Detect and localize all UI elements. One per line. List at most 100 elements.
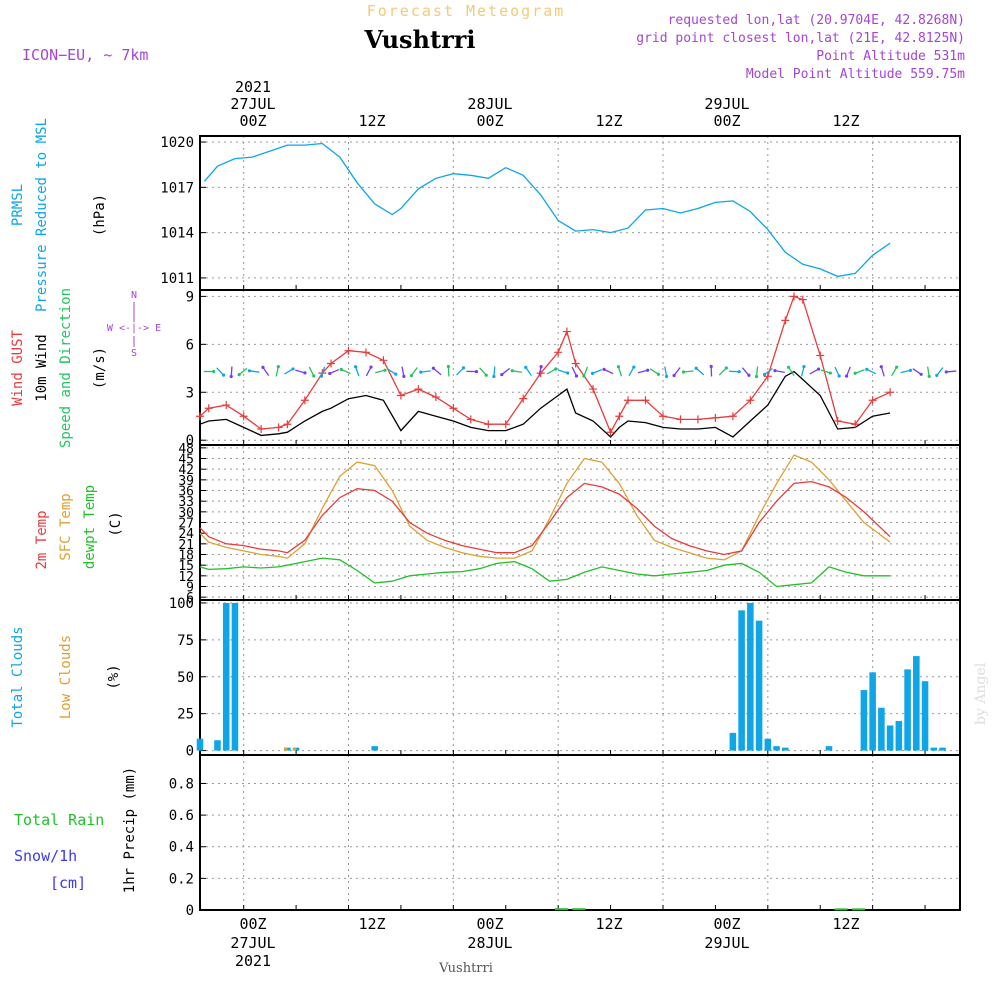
location-title: Vushtrri — [364, 25, 476, 54]
y-tick-label: 0.2 — [169, 871, 194, 887]
rain-label: Total Rain — [14, 811, 104, 829]
wind-arrow — [456, 367, 464, 376]
wind-arrow — [741, 367, 750, 376]
y-tick-label: 18 — [178, 548, 194, 563]
y-tick-label: 1011 — [160, 271, 194, 287]
total-clouds-bar — [214, 740, 221, 751]
gust-marker — [624, 396, 633, 405]
wind-arrow — [800, 366, 805, 377]
gust-marker — [798, 295, 807, 304]
wind-arrow — [216, 367, 225, 376]
time-tick-top: 00Z — [476, 112, 503, 130]
wind-arrow-head — [524, 365, 528, 369]
total-clouds-bar — [292, 747, 300, 751]
dewpoint-line — [199, 557, 891, 588]
wind-arrow-head — [319, 374, 323, 378]
wind-arrow-head — [446, 364, 450, 369]
wind-arrow — [432, 367, 442, 376]
wind-arrow — [420, 370, 431, 373]
wind-arrow-head — [229, 374, 233, 379]
wind-gust-line — [199, 295, 891, 434]
pressure-label: PRMSL — [10, 184, 26, 226]
wind-arrow-head — [339, 367, 343, 372]
y-tick-label: 1017 — [160, 180, 194, 196]
y-tick-label: 50 — [177, 670, 194, 686]
plot-area: 1011101410171020036969121518212427303336… — [160, 135, 961, 919]
wind-arrow-head — [737, 370, 741, 374]
wind-arrow — [571, 366, 578, 377]
wind-arrow — [410, 367, 418, 376]
gust-marker — [589, 385, 598, 394]
year-label: 2021 — [235, 78, 271, 96]
wind-arrow-head — [879, 365, 883, 369]
wind-arrow — [774, 369, 785, 374]
total-clouds-bar — [878, 707, 885, 751]
gust-marker — [396, 391, 405, 400]
wind-arrow-head — [484, 373, 488, 377]
wind-arrow-head — [461, 366, 466, 370]
wind-arrow — [809, 368, 819, 375]
wind-arrow — [525, 366, 532, 377]
total-clouds-bar — [764, 738, 772, 751]
gust-marker — [833, 417, 842, 426]
y-tick-label: 25 — [177, 707, 194, 723]
wind-arrow — [946, 370, 957, 373]
wind-arrow — [764, 367, 773, 376]
wind-dir-label: Speed and Direction — [58, 288, 74, 448]
y-tick-label: 39 — [178, 474, 194, 489]
wind-arrow — [603, 368, 614, 375]
temp-line — [199, 480, 891, 556]
panel-frame — [199, 599, 961, 756]
wind-arrow-head — [602, 367, 606, 371]
wind-arrow-head — [853, 371, 857, 375]
wind-arrow-head — [672, 373, 676, 378]
sfc-temp-label: SFC Temp — [58, 493, 74, 560]
wind-arrow — [936, 367, 944, 376]
gust-marker — [379, 356, 388, 365]
wind-arrow-head — [664, 374, 669, 379]
low-clouds-label: Low Clouds — [58, 635, 74, 719]
wind-arrow — [664, 366, 668, 377]
wind-arrow-head — [474, 369, 479, 374]
wind-arrow — [447, 366, 450, 377]
wind-arrow — [365, 366, 372, 377]
gust-marker — [239, 412, 248, 421]
y-tick-label: 27 — [178, 517, 194, 532]
wind-arrow — [820, 369, 831, 374]
wind-arrow — [834, 366, 840, 377]
y-tick-label: 48 — [178, 442, 194, 457]
wind-arrow — [695, 367, 705, 376]
y-tick-label: 45 — [178, 453, 194, 468]
gust-marker — [257, 425, 266, 434]
wind-arrow-head — [646, 368, 650, 372]
wind-arrow — [401, 366, 405, 377]
y-tick-label: 1020 — [160, 135, 194, 151]
wind-arrow — [238, 367, 248, 376]
wind-arrow-head — [402, 374, 406, 379]
wind-arrow — [295, 369, 306, 374]
wind-arrow-head — [431, 366, 435, 370]
wind-arrow-head — [303, 371, 307, 375]
gust-marker — [554, 348, 563, 357]
gust-marker — [484, 420, 493, 429]
gust-marker — [283, 420, 292, 429]
gust-marker — [519, 394, 528, 403]
top-title: Forecast Meteogram — [367, 2, 566, 20]
wind-arrow-head — [566, 371, 570, 375]
time-tick-bottom: 12Z — [832, 915, 859, 933]
footer-location: Vushtrri — [438, 961, 493, 976]
wind-arrow-head — [865, 367, 869, 371]
date-label-bottom: 29JUL — [704, 934, 749, 952]
wind-arrow — [683, 370, 694, 373]
snow-unit: [cm] — [50, 874, 86, 892]
date-label-top: 29JUL — [704, 95, 749, 113]
date-label-bottom: 27JUL — [230, 934, 275, 952]
y-tick-label: 24 — [178, 527, 194, 542]
total-clouds-bar — [738, 610, 745, 751]
time-tick-top: 00Z — [713, 112, 740, 130]
total-clouds-bar — [860, 690, 868, 751]
wind-arrow — [788, 366, 795, 377]
wind-arrow — [375, 369, 386, 374]
wind-arrow-head — [539, 365, 543, 369]
wind-arrow — [557, 369, 568, 374]
